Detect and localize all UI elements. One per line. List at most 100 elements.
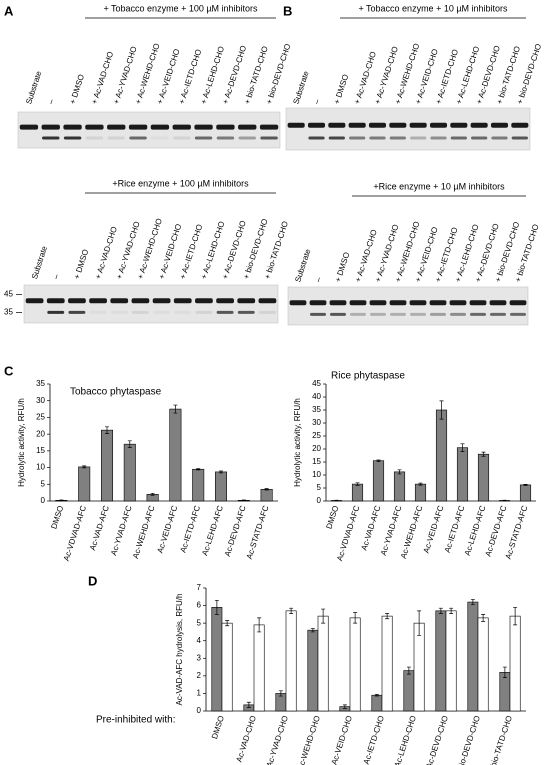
bar xyxy=(169,408,182,502)
x-tick-label: bio-TATD-CHO xyxy=(489,714,514,765)
band-lower xyxy=(151,136,169,140)
y-tick-label: 20 xyxy=(36,429,45,438)
lane-label: + Ac-IETD-CHO xyxy=(177,48,203,105)
error-bar xyxy=(418,482,423,486)
error-bar xyxy=(214,599,219,615)
band-lower xyxy=(85,136,104,140)
y-tick-label: 15 xyxy=(312,457,321,466)
y-tick-label: 30 xyxy=(36,396,45,405)
panel-label: B xyxy=(283,3,292,18)
band-upper xyxy=(89,298,107,304)
band-upper xyxy=(369,300,387,306)
y-tick-label: 30 xyxy=(312,418,321,427)
band-upper xyxy=(41,124,60,130)
x-tick-label: Ac-YVAD-AFC xyxy=(379,504,404,556)
band-upper xyxy=(489,300,507,306)
x-tick-label: Ac-LEHD-CHO xyxy=(393,714,418,765)
x-tick-label: Ac-VEID-AFC xyxy=(422,504,446,554)
band-lower xyxy=(410,136,427,140)
band-upper xyxy=(287,122,305,128)
error-bar xyxy=(127,440,132,448)
error-bar xyxy=(481,451,486,457)
gel xyxy=(17,111,281,149)
band-upper xyxy=(63,124,82,130)
x-tick-label: Ac-VAD-CHO xyxy=(234,714,257,763)
x-tick-label: Ac-VDVAD-AFC xyxy=(335,504,361,562)
bar xyxy=(477,617,489,712)
band-upper xyxy=(389,122,407,128)
y-tick-label: 20 xyxy=(312,444,321,453)
band-upper xyxy=(429,122,448,128)
band-lower xyxy=(510,312,526,316)
y-tick-label: 35 xyxy=(36,379,45,388)
error-bar xyxy=(502,666,507,678)
bar xyxy=(467,601,479,712)
lane-label: Substrate xyxy=(30,244,49,280)
error-bar xyxy=(460,443,465,452)
band-lower xyxy=(260,136,278,140)
band-upper xyxy=(131,298,150,304)
band-lower xyxy=(89,310,107,314)
band-lower xyxy=(328,136,345,140)
band-upper xyxy=(389,300,407,306)
gel-header: + Tobacco enzyme + 100 µM inhibitors xyxy=(103,3,258,13)
bar xyxy=(372,460,385,502)
error-bar xyxy=(241,499,246,502)
band-upper xyxy=(172,124,191,130)
band-lower xyxy=(308,136,325,140)
lane-label: + Ac-VEID-CHO xyxy=(155,48,181,106)
band-lower xyxy=(194,136,213,140)
x-tick-label: Ac-STATD-AFC xyxy=(504,504,530,560)
lane-label: – xyxy=(46,98,56,106)
error-bar xyxy=(150,492,155,496)
bar xyxy=(509,615,521,712)
lane-label: + Ac-VAD-CHO xyxy=(90,50,115,105)
error-bar xyxy=(196,468,201,471)
band-upper xyxy=(25,298,44,304)
band-lower xyxy=(471,136,488,140)
bar xyxy=(381,615,393,712)
error-bar xyxy=(513,606,518,626)
x-tick-label: Ac-YVAD-CHO xyxy=(265,714,290,765)
band-lower xyxy=(491,136,508,140)
y-tick-label: 10 xyxy=(36,463,45,472)
band-lower xyxy=(110,310,128,314)
x-tick-label: Ac-IETD-AFC xyxy=(178,504,202,553)
y-tick-label: 45 xyxy=(312,379,321,388)
bar xyxy=(519,484,532,502)
lane-label: + DMSO xyxy=(68,73,86,105)
marker-label: 35 xyxy=(4,307,13,316)
x-tick-label: Ac-YVAD-AFC xyxy=(109,504,134,556)
gel-header: +Rice enzyme + 100 µM inhibitors xyxy=(112,178,249,188)
band-upper xyxy=(68,298,86,304)
chart-title: Tobacco phytaspase xyxy=(70,387,162,398)
band-upper xyxy=(152,298,171,304)
band-upper xyxy=(107,124,126,130)
band-upper xyxy=(238,124,257,130)
error-bar xyxy=(105,426,109,434)
band-lower xyxy=(389,136,406,140)
band-upper xyxy=(289,300,307,306)
error-bar xyxy=(470,599,475,606)
y-tick-label: 5 xyxy=(197,618,202,627)
x-tick-label: Ac-WEHD-AFC xyxy=(131,504,157,559)
panel-label: A xyxy=(4,3,14,18)
error-bar xyxy=(59,499,64,502)
marker-label: 45 xyxy=(4,290,13,299)
error-bar xyxy=(225,620,230,627)
band-upper xyxy=(509,300,527,306)
y-tick-label: 7 xyxy=(197,583,202,592)
error-bar xyxy=(355,482,360,486)
band-lower xyxy=(349,136,366,140)
x-tick-label: Ac-IETD-CHO xyxy=(362,714,386,765)
y-tick-label: 40 xyxy=(312,392,321,401)
x-tick-label: Ac-DEVD-CHO xyxy=(424,714,449,765)
bar xyxy=(221,622,233,712)
panel-label: C xyxy=(4,363,14,378)
y-axis-label: Hydrolytic activity, RFU/h xyxy=(293,398,302,487)
band-upper xyxy=(237,298,256,304)
x-tick-label: Ac-IETD-AFC xyxy=(443,504,467,553)
bar xyxy=(445,610,457,712)
band-upper xyxy=(309,300,327,306)
